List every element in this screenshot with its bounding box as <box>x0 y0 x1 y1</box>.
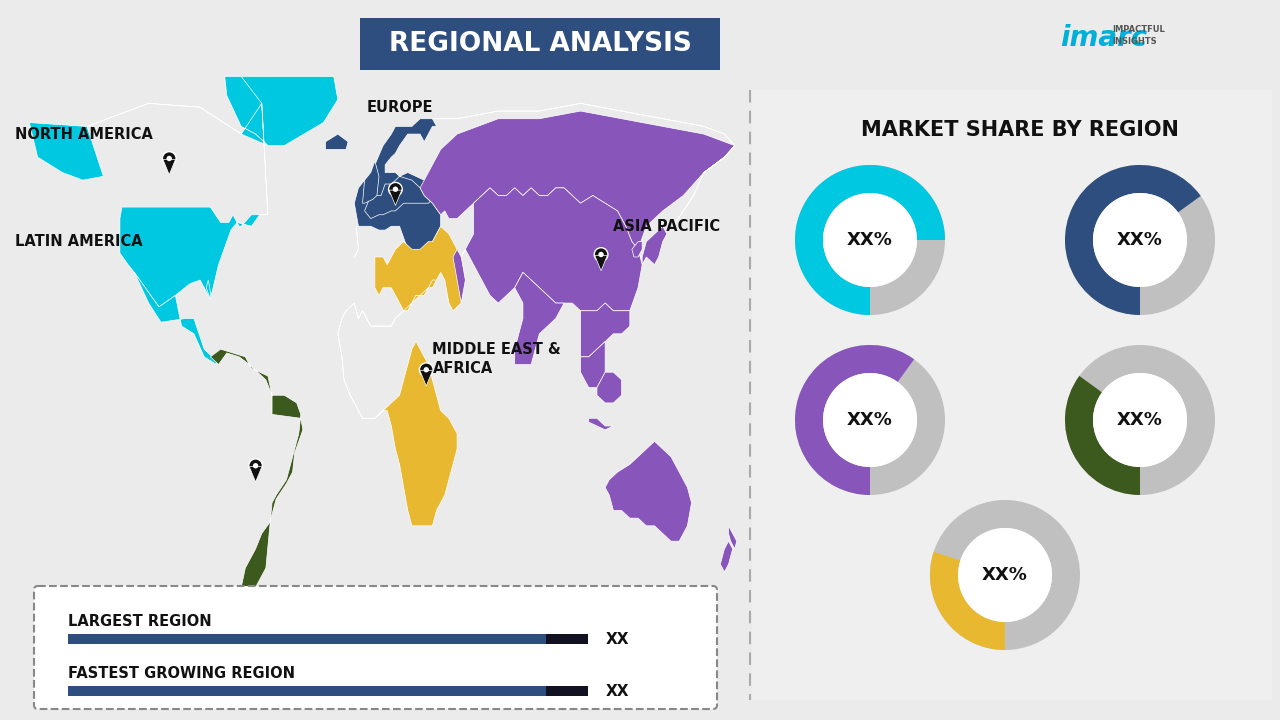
Polygon shape <box>453 188 643 311</box>
Polygon shape <box>325 134 348 150</box>
Polygon shape <box>206 280 210 300</box>
Bar <box>68 634 547 644</box>
Text: LARGEST REGION: LARGEST REGION <box>68 614 211 629</box>
Polygon shape <box>362 161 379 203</box>
Polygon shape <box>29 122 104 180</box>
Polygon shape <box>210 349 303 618</box>
Polygon shape <box>420 104 735 265</box>
Polygon shape <box>595 256 607 271</box>
Circle shape <box>594 248 608 261</box>
Wedge shape <box>795 165 945 315</box>
Polygon shape <box>596 372 622 403</box>
Wedge shape <box>795 345 945 495</box>
Circle shape <box>957 528 1052 622</box>
Text: FASTEST GROWING REGION: FASTEST GROWING REGION <box>68 666 294 681</box>
Circle shape <box>1093 193 1187 287</box>
Polygon shape <box>605 441 691 541</box>
Text: XX%: XX% <box>1117 231 1164 249</box>
Circle shape <box>389 182 402 196</box>
Polygon shape <box>225 76 338 145</box>
Text: MARKET SHARE BY REGION: MARKET SHARE BY REGION <box>861 120 1179 140</box>
Text: IMPACTFUL: IMPACTFUL <box>1112 25 1165 35</box>
Polygon shape <box>728 526 737 549</box>
Polygon shape <box>338 280 457 526</box>
Text: XX%: XX% <box>1117 411 1164 429</box>
Polygon shape <box>643 226 667 265</box>
Text: REGIONAL ANALYSIS: REGIONAL ANALYSIS <box>389 31 691 57</box>
Polygon shape <box>375 226 466 311</box>
Text: XX%: XX% <box>982 566 1028 584</box>
Text: ASIA PACIFIC: ASIA PACIFIC <box>613 219 721 234</box>
Circle shape <box>253 463 259 469</box>
Bar <box>68 686 547 696</box>
Polygon shape <box>581 303 630 357</box>
Bar <box>547 634 588 644</box>
Text: EUROPE: EUROPE <box>366 100 433 115</box>
Circle shape <box>1093 373 1187 467</box>
Wedge shape <box>931 500 1080 650</box>
Bar <box>360 18 719 70</box>
Text: NORTH AMERICA: NORTH AMERICA <box>15 127 152 142</box>
FancyBboxPatch shape <box>35 586 717 709</box>
Circle shape <box>823 373 916 467</box>
Circle shape <box>248 459 262 472</box>
Polygon shape <box>581 341 605 387</box>
Polygon shape <box>87 76 268 307</box>
Polygon shape <box>163 159 175 175</box>
Wedge shape <box>1065 376 1140 495</box>
Polygon shape <box>632 242 643 257</box>
Wedge shape <box>795 345 914 495</box>
Circle shape <box>163 152 177 166</box>
Bar <box>547 686 588 696</box>
Polygon shape <box>355 119 440 257</box>
Text: XX%: XX% <box>847 231 893 249</box>
Wedge shape <box>1065 165 1215 315</box>
Polygon shape <box>389 190 402 205</box>
Text: INSIGHTS: INSIGHTS <box>1112 37 1157 47</box>
Circle shape <box>166 156 172 161</box>
Circle shape <box>823 193 916 287</box>
Polygon shape <box>721 541 732 572</box>
Circle shape <box>598 252 604 257</box>
Polygon shape <box>589 418 613 430</box>
Polygon shape <box>134 272 216 364</box>
Bar <box>753 90 1272 700</box>
Wedge shape <box>931 552 1005 650</box>
Text: XX: XX <box>605 631 630 647</box>
Wedge shape <box>1065 345 1215 495</box>
Circle shape <box>420 363 433 377</box>
Circle shape <box>393 186 398 192</box>
Polygon shape <box>250 467 262 482</box>
Polygon shape <box>420 371 433 386</box>
Text: imarc: imarc <box>1060 24 1147 52</box>
Text: MIDDLE EAST &: MIDDLE EAST & <box>433 342 561 357</box>
Text: XX%: XX% <box>847 411 893 429</box>
Text: AFRICA: AFRICA <box>433 361 493 376</box>
Circle shape <box>424 367 429 372</box>
Text: LATIN AMERICA: LATIN AMERICA <box>15 234 142 249</box>
Polygon shape <box>515 272 564 364</box>
Text: XX: XX <box>605 683 630 698</box>
Wedge shape <box>795 165 945 315</box>
Wedge shape <box>1065 165 1201 315</box>
